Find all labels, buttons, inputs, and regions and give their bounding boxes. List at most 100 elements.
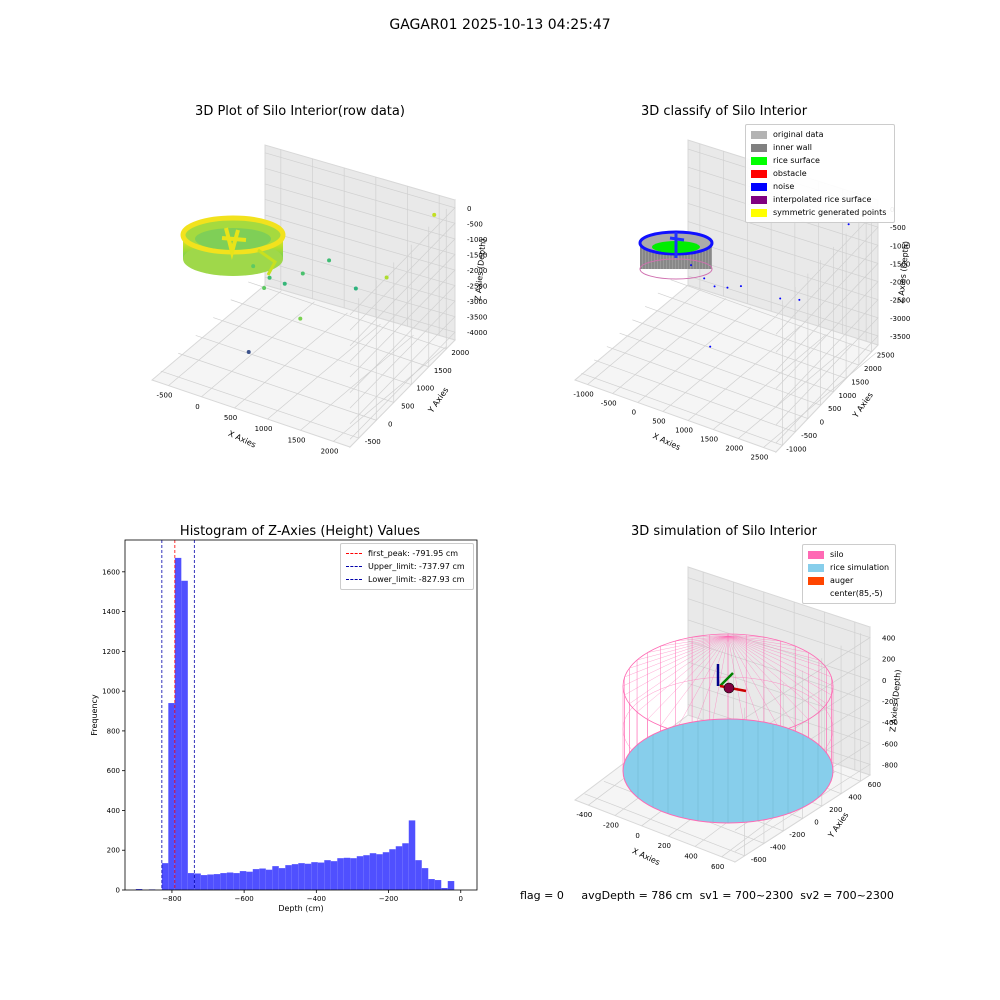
legend-label: obstacle [773, 169, 807, 178]
legend-item: original data [751, 128, 889, 141]
outlier-point [262, 285, 267, 290]
grid-line [248, 281, 447, 350]
legend-item: inner wall [751, 141, 889, 154]
y-tick-label: -600 [751, 856, 767, 864]
sv2-text: sv2 = 700~2300 [800, 889, 894, 902]
legend-label: inner wall [773, 143, 813, 152]
sv1-text: sv1 = 700~2300 [699, 889, 794, 902]
auger-head [723, 682, 735, 694]
z-tick-label: -3500 [467, 314, 487, 322]
grid-line [264, 152, 456, 316]
silo-roof-wire [727, 635, 796, 647]
legend-label: auger [830, 576, 854, 585]
noise-point [779, 297, 782, 300]
z-tick-label: -1500 [890, 260, 910, 268]
x-tick-label: -500 [601, 400, 617, 408]
y-tick-label: 800 [107, 727, 120, 735]
legend-item: rice simulation [808, 561, 890, 574]
x-tick-label: 500 [652, 418, 665, 426]
grid-line [264, 245, 456, 409]
noise-point [847, 223, 850, 226]
silo-roof-wire [727, 635, 809, 653]
legend-swatch [808, 563, 824, 572]
status-line: flag = 0 avgDepth = 786 cm sv1 = 700~230… [520, 889, 894, 902]
x-tick-label: 2000 [725, 445, 743, 453]
histogram-bar [239, 871, 247, 890]
x-tick-label: −600 [235, 895, 254, 903]
legend-item: auger [808, 574, 890, 587]
silo-roof-wire [675, 635, 729, 642]
legend-label: first_peak: -791.95 cm [368, 549, 459, 558]
z-tick-label: -400 [882, 719, 898, 727]
histogram-bar [207, 874, 214, 890]
grid-line [687, 598, 871, 746]
x-tick-label: 0 [195, 403, 199, 411]
grid-line [264, 167, 456, 331]
plot2-title: 3D classify of Silo Interior [640, 104, 808, 119]
grid-line [687, 221, 879, 389]
grid-line [612, 298, 726, 394]
histogram-bar [252, 869, 260, 890]
legend-swatch [751, 169, 767, 178]
grid-line [712, 334, 827, 430]
histogram-bar [304, 863, 312, 890]
silo-roof-wire [675, 635, 729, 732]
legend-item: noise [751, 180, 889, 193]
z-tick-label: 400 [882, 635, 895, 643]
y-tick-label: 600 [868, 781, 881, 789]
y-tick-label: -500 [801, 432, 817, 440]
legend-label: Lower_limit: -827.93 cm [368, 575, 465, 584]
outlier-point [298, 316, 303, 321]
legend-swatch [751, 182, 767, 191]
y-tick-label: 1200 [102, 648, 120, 656]
legend-item: Upper_limit: -737.97 cm [346, 560, 468, 573]
noise-point [713, 285, 716, 288]
y-tick-label: 0 [116, 887, 120, 895]
silo-roof-wire [629, 635, 729, 669]
histogram-bar [200, 875, 208, 890]
silo-roof-wire [727, 635, 809, 720]
histogram-bar [246, 871, 253, 890]
grid-line [670, 279, 872, 353]
legend-line [346, 566, 362, 567]
histogram-bar [233, 873, 240, 890]
grid-line [645, 306, 847, 379]
outlier-point [327, 258, 332, 263]
legend-item: rice surface [751, 154, 889, 167]
silo-roof-wire [629, 635, 729, 704]
x-tick-label: -1000 [573, 391, 593, 399]
legend-line [346, 579, 362, 580]
histogram-bar [395, 846, 403, 890]
silo-roof-wire [727, 635, 832, 678]
y-tick-label: 400 [848, 794, 861, 802]
histogram-bar [168, 703, 175, 890]
grid-line [662, 316, 777, 412]
x-axis-label: Depth (cm) [278, 904, 323, 913]
y-tick-label: -400 [770, 843, 786, 851]
grid-line [178, 352, 377, 421]
histogram-bar [187, 873, 195, 890]
legend-line [346, 553, 362, 554]
outlier-point [432, 212, 437, 217]
outlier-point [384, 275, 389, 280]
x-tick-label: 200 [658, 842, 671, 850]
histogram-title: Histogram of Z-Axies (Height) Values [179, 524, 421, 539]
interpolated-rim [639, 258, 713, 280]
grid-line [687, 577, 871, 725]
grid-line [267, 323, 381, 420]
z-tick-label: -600 [882, 740, 898, 748]
grid-line [587, 289, 701, 385]
grid-line [687, 203, 879, 371]
flag-text: flag = 0 [520, 889, 564, 902]
y-tick-label: 1500 [851, 378, 869, 386]
silo-roof-wire [727, 635, 781, 642]
noise-point [703, 277, 706, 280]
y-tick-label: 600 [107, 767, 120, 775]
grid-line [168, 290, 282, 386]
z-tick-label: -2500 [467, 283, 487, 291]
silo-roof-wire [660, 635, 729, 726]
histogram-bar [428, 879, 435, 890]
outlier-point [267, 275, 272, 280]
histogram-legend: first_peak: -791.95 cm Upper_limit: -737.… [340, 543, 474, 590]
